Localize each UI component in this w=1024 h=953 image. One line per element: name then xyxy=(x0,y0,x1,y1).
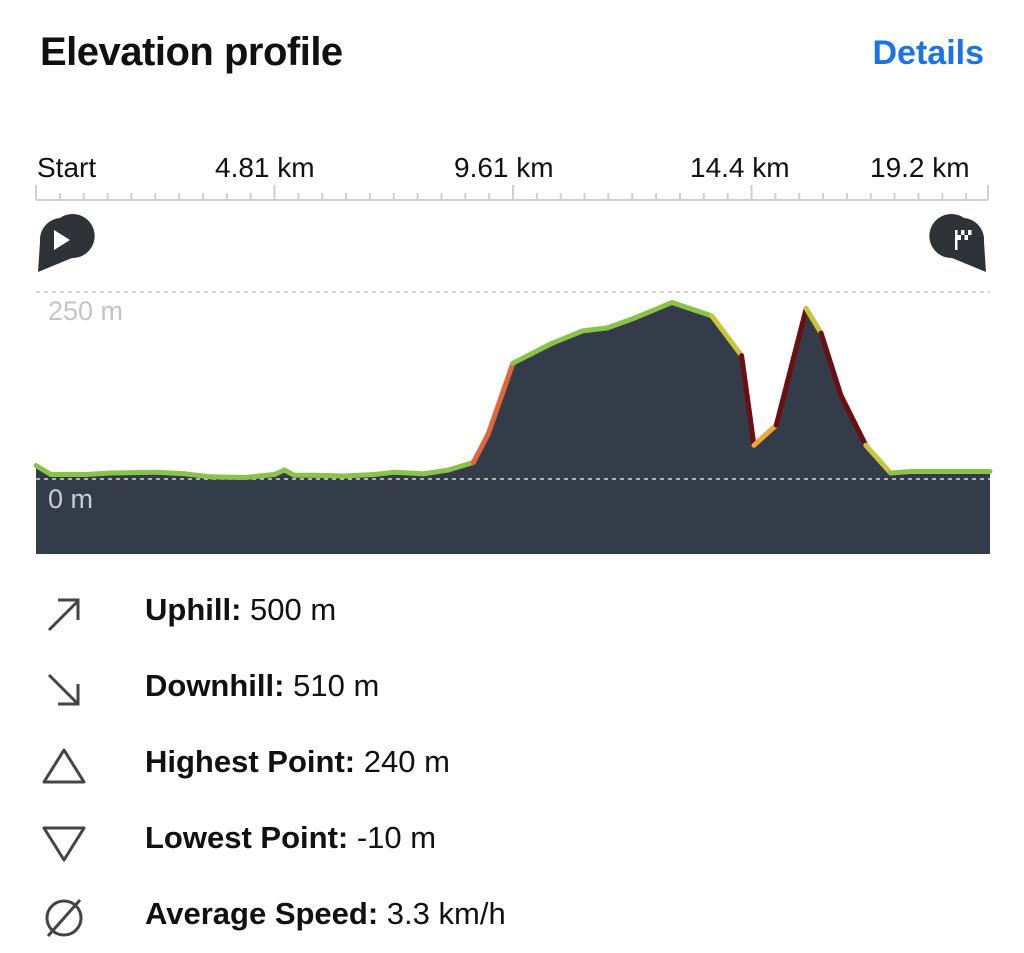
elevation-line-segment xyxy=(669,300,715,319)
elevation-line-segment xyxy=(803,306,824,336)
stat-row-highest: Highest Point: 240 m xyxy=(0,732,1024,792)
elevation-chart: 250 m 0 m xyxy=(33,185,993,554)
elevation-line-segment xyxy=(470,431,491,465)
stat-downhill-value: 510 m xyxy=(293,668,380,703)
y-label-0: 0 m xyxy=(48,484,93,514)
elevation-line-segment xyxy=(751,422,779,448)
elevation-line-segment xyxy=(182,471,213,480)
x-tick-label-1: 4.81 km xyxy=(215,152,315,183)
stat-uphill-value: 500 m xyxy=(250,592,337,627)
elevation-line-segment xyxy=(888,469,913,476)
elevation-line-segment xyxy=(863,442,894,476)
elevation-line-segment xyxy=(629,300,675,322)
details-link[interactable]: Details xyxy=(872,34,985,72)
stat-row-speed: Average Speed: 3.3 km/h xyxy=(0,884,1024,944)
elevation-line-segment xyxy=(510,340,556,366)
stat-highest-label: Highest Point: xyxy=(145,744,356,779)
finish-flag-marker-icon[interactable] xyxy=(929,214,986,272)
elevation-line-segment xyxy=(421,467,451,477)
page-title: Elevation profile xyxy=(40,30,343,74)
elevation-line-segment xyxy=(739,353,757,448)
x-tick-label-3: 14.4 km xyxy=(690,152,790,183)
elevation-line-segment xyxy=(773,306,809,428)
stat-highest-value: 240 m xyxy=(363,744,450,779)
arrow-up-right-icon xyxy=(47,598,80,632)
elevation-line-segment xyxy=(108,469,158,476)
stat-lowest: Lowest Point: -10 m xyxy=(145,820,436,856)
elevation-line-segment xyxy=(33,463,54,477)
stat-speed-label: Average Speed: xyxy=(145,896,379,931)
stat-uphill-label: Uphill: xyxy=(145,592,242,627)
stat-downhill-label: Downhill: xyxy=(145,668,285,703)
stat-row-lowest: Lowest Point: -10 m xyxy=(0,808,1024,868)
stat-lowest-label: Lowest Point: xyxy=(145,820,349,855)
x-tick-label-2: 9.61 km xyxy=(454,152,554,183)
y-label-250: 250 m xyxy=(48,296,123,326)
stat-downhill: Downhill: 510 m xyxy=(145,668,379,704)
elevation-line-segment xyxy=(818,330,844,398)
stat-row-uphill: Uphill: 500 m xyxy=(0,580,1024,640)
elevation-line-segment xyxy=(391,469,427,477)
stat-highest: Highest Point: 240 m xyxy=(145,744,450,780)
play-marker-icon[interactable] xyxy=(38,214,95,272)
elevation-line-segment xyxy=(838,392,869,448)
elevation-line-segment xyxy=(445,460,476,473)
elevation-line-segment xyxy=(709,313,745,359)
elevation-line-segment xyxy=(311,472,347,479)
stat-row-downhill: Downhill: 510 m xyxy=(0,656,1024,716)
x-tick-label-start: Start xyxy=(37,152,97,183)
x-tick-label-4: 19.2 km xyxy=(870,152,970,183)
elevation-line-segment xyxy=(580,325,610,334)
elevation-line-segment xyxy=(152,469,188,477)
elevation-line-segment xyxy=(83,470,113,477)
stat-uphill: Uphill: 500 m xyxy=(145,592,336,628)
stat-lowest-value: -10 m xyxy=(356,820,437,855)
arrow-down-right-icon xyxy=(47,673,80,706)
elevation-line-segment xyxy=(604,316,635,331)
elevation-area xyxy=(36,302,990,554)
triangle-down-icon xyxy=(42,826,86,862)
elevation-line-segment xyxy=(242,472,277,480)
elevation-line-segment xyxy=(207,474,248,480)
elevation-line xyxy=(33,300,993,480)
elevation-line-segment xyxy=(371,469,397,477)
elevation-line-segment xyxy=(550,328,586,346)
distance-ruler xyxy=(35,185,989,201)
elevation-line-segment xyxy=(485,360,516,437)
triangle-up-icon xyxy=(42,748,86,784)
average-speed-icon xyxy=(45,899,83,937)
elevation-line-segment xyxy=(341,472,377,479)
stat-speed-value: 3.3 km/h xyxy=(386,896,506,931)
stat-speed: Average Speed: 3.3 km/h xyxy=(145,896,506,932)
